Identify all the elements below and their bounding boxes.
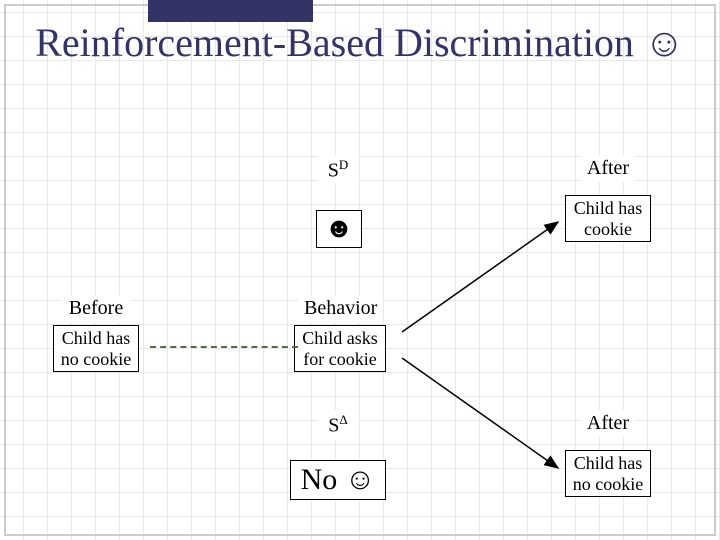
sdelta-label: SΔ [318,410,358,440]
after-bottom-label: After [580,410,636,437]
sd-label: SD [318,155,358,185]
after-bottom-value-text: Child hasno cookie [573,453,643,494]
before-label: Before [60,295,132,322]
after-top-value-text: Child hascookie [574,198,643,239]
title-bar-accent [148,0,313,22]
after-top-label: After [580,155,636,182]
dashed-connector [150,346,298,348]
slide-title: Reinforcement-Based Discrimination ☺ [0,20,720,66]
sd-symbol: ☻ [316,210,362,248]
before-value: Child hasno cookie [53,325,139,372]
behavior-value: Child asksfor cookie [294,325,386,372]
sdelta-symbol: No ☺ [290,460,386,500]
after-top-value: Child hascookie [565,195,651,242]
after-bottom-value: Child hasno cookie [565,450,651,497]
behavior-value-text: Child asksfor cookie [302,328,378,369]
before-value-text: Child hasno cookie [61,328,131,369]
behavior-label: Behavior [298,295,382,322]
